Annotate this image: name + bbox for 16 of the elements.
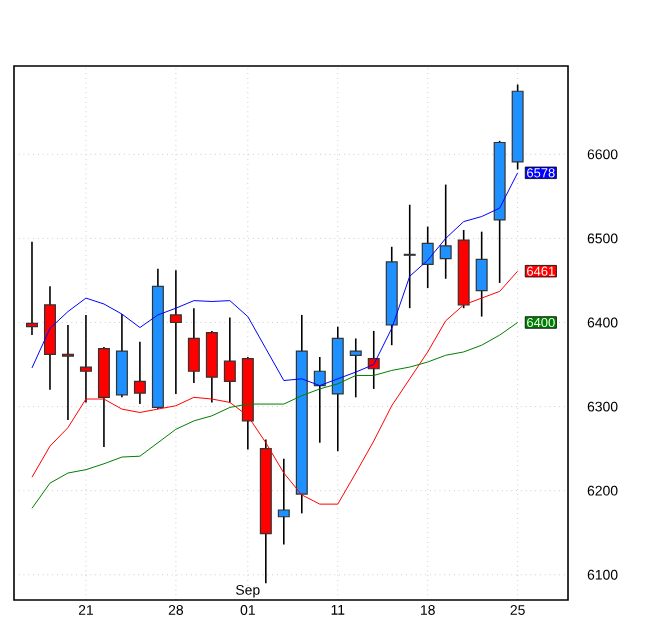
candlestick <box>475 230 488 318</box>
candlestick <box>439 183 452 280</box>
candlestick <box>79 314 92 404</box>
candlestick <box>25 240 38 336</box>
candlestick <box>133 341 146 405</box>
candlestick <box>277 457 290 546</box>
candlestick <box>61 324 74 421</box>
candlestick <box>349 337 362 399</box>
candlestick <box>403 203 416 309</box>
candlestick <box>187 307 200 384</box>
candlestick <box>169 269 182 395</box>
candlestick <box>421 225 434 289</box>
candlestick <box>205 330 218 404</box>
candlestick <box>115 313 128 399</box>
candlestick <box>223 316 236 404</box>
line-series <box>31 172 519 387</box>
